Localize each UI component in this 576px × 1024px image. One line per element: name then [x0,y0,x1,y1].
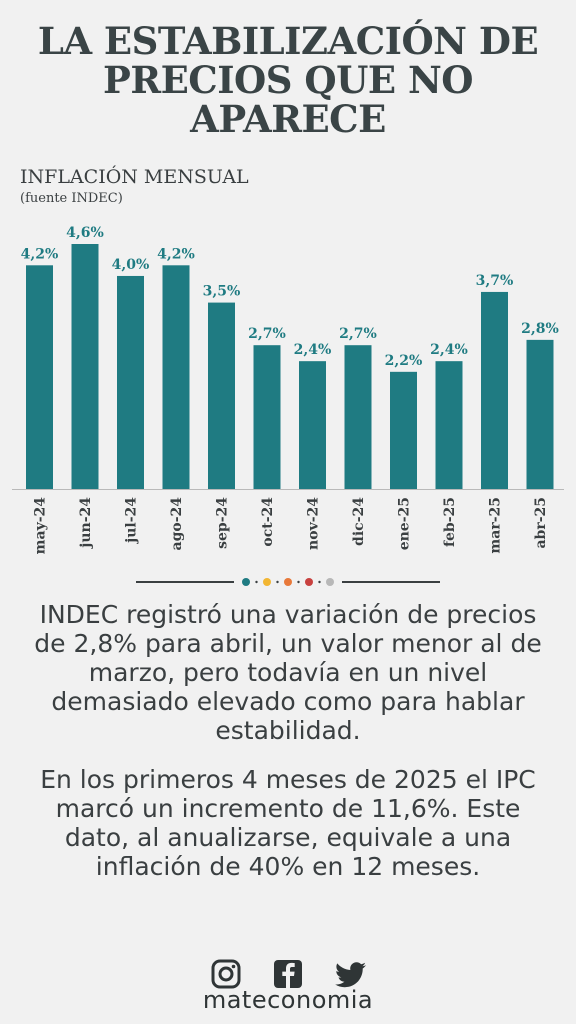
data-label-abr-25: 2,8% [521,321,559,337]
bar-sep-24 [208,302,235,489]
data-label-nov-24: 2,4% [294,342,332,358]
divider-dot [305,578,313,586]
tick-label-jun-24: jun-24 [78,497,94,550]
bar-ene-25 [390,371,417,489]
bar-mar-25 [481,291,508,489]
data-label-dic-24: 2,7% [339,326,377,342]
paragraph-abril: INDEC registró una variación de precios … [34,600,542,745]
divider-small-dot [276,580,279,584]
data-label-may-24: 4,2% [21,246,59,262]
divider-small-dot [318,580,321,584]
data-label-sep-24: 3,5% [203,284,241,300]
bar-abr-25 [526,339,554,489]
data-label-feb-25: 2,4% [430,342,468,358]
chart-subtitle: INFLACIÓN MENSUAL [20,166,249,188]
tick-label-sep-24: sep-24 [215,497,231,549]
bar-jul-24 [117,275,144,489]
bar-feb-25 [435,361,463,489]
tick-label-dic-24: dic-24 [351,497,367,546]
tick-label-oct-24: oct-24 [260,497,276,547]
page-title: LA ESTABILIZACIÓN DE PRECIOS QUE NO APAR… [37,19,539,141]
bar-dic-24 [344,345,372,489]
instagram-icon[interactable] [210,958,242,990]
chart-source: (fuente INDEC) [20,191,123,206]
bar-may-24 [26,265,53,489]
divider-dot [326,578,334,586]
tick-label-nov-24: nov-24 [306,497,322,550]
divider-small-dot [297,580,300,584]
data-label-ago-24: 4,2% [157,246,195,262]
section-divider [136,578,440,586]
bar-jun-24 [71,244,99,489]
tick-label-ene-25: ene-25 [397,497,413,550]
bar-oct-24 [253,345,281,489]
bar-ago-24 [162,265,190,489]
divider-small-dot [255,580,258,584]
divider-dot [242,578,250,586]
divider-dot [263,578,271,586]
tick-label-mar-25: mar-25 [488,497,504,554]
bar-nov-24 [299,361,326,489]
social-icons [0,958,576,990]
data-label-ene-25: 2,2% [385,353,423,369]
tick-label-jul-24: jul-24 [124,497,140,545]
tick-label-abr-25: abr-25 [533,497,549,549]
data-label-mar-25: 3,7% [476,273,514,289]
twitter-icon[interactable] [334,958,366,990]
brand-logo-text: mateconomia [202,986,374,1014]
inflation-bar-chart: 4,2% may-24 4,6% jun-24 4,0% jul-24 4,2% ago-24… [12,225,564,555]
facebook-icon[interactable] [272,958,304,990]
data-label-oct-24: 2,7% [248,326,286,342]
tick-label-ago-24: ago-24 [169,497,185,551]
paragraph-anual: En los primeros 4 meses de 2025 el IPC m… [40,765,536,881]
tick-label-feb-25: feb-25 [442,497,458,547]
data-label-jun-24: 4,6% [66,225,104,241]
divider-dot [284,578,292,586]
data-label-jul-24: 4,0% [112,257,150,273]
tick-label-may-24: may-24 [33,497,49,555]
